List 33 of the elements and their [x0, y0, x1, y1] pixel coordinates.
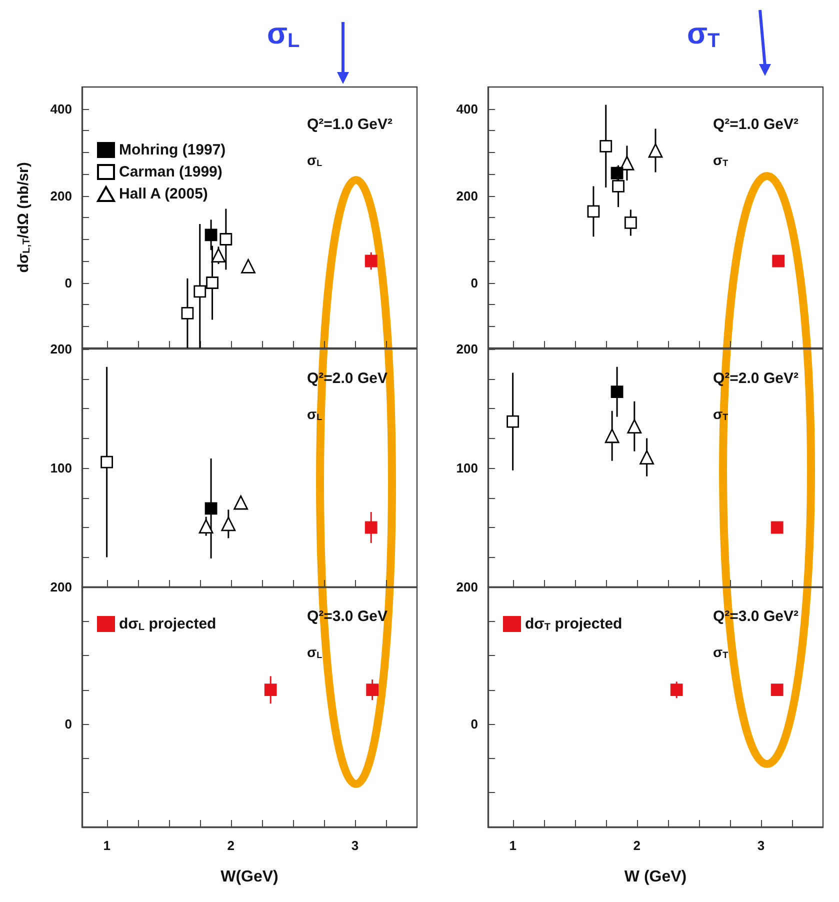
x-tick-label: 3 [757, 838, 765, 853]
y-tick-label: 200 [50, 188, 72, 204]
x-tick-label: 1 [509, 838, 516, 853]
x-axis-title: W (GeV) [624, 868, 687, 886]
annotation: σL [307, 152, 323, 168]
legend-label: Hall A (2005) [119, 186, 208, 202]
legend-label: Mohring (1997) [119, 142, 226, 158]
y-tick-label: 200 [456, 342, 478, 356]
y-tick-label: 0 [64, 716, 72, 732]
y-tick-label: 0 [470, 275, 478, 290]
annotation: σT [713, 152, 729, 168]
y-tick-label: 0 [470, 716, 478, 732]
y-tick-label: 100 [50, 460, 72, 476]
y-tick-label: 400 [50, 101, 72, 116]
annotation: σL [307, 644, 323, 660]
annotation: Q²=1.0 GeV² [307, 116, 392, 133]
y-tick-label: 400 [456, 101, 478, 116]
y-axis-title: dσL,T/dΩ (nb/sr) [15, 162, 32, 273]
y-tick-label: 200 [456, 188, 478, 204]
x-tick-label: 2 [227, 838, 235, 853]
x-tick-label: 3 [351, 838, 359, 853]
legend-label: Carman (1999) [119, 164, 222, 180]
annotation: Q²=1.0 GeV² [713, 116, 798, 133]
y-tick-label: 100 [456, 460, 478, 476]
y-tick-label: 200 [50, 580, 72, 594]
annotation: σL [307, 406, 323, 422]
y-tick-label: 200 [456, 580, 478, 594]
y-tick-label: 0 [64, 275, 72, 290]
x-axis-title: W(GeV) [220, 868, 278, 886]
annotation: σT [713, 644, 729, 660]
x-tick-label: 2 [633, 838, 641, 853]
y-tick-label: 200 [50, 342, 72, 356]
x-tick-label: 1 [103, 838, 110, 853]
